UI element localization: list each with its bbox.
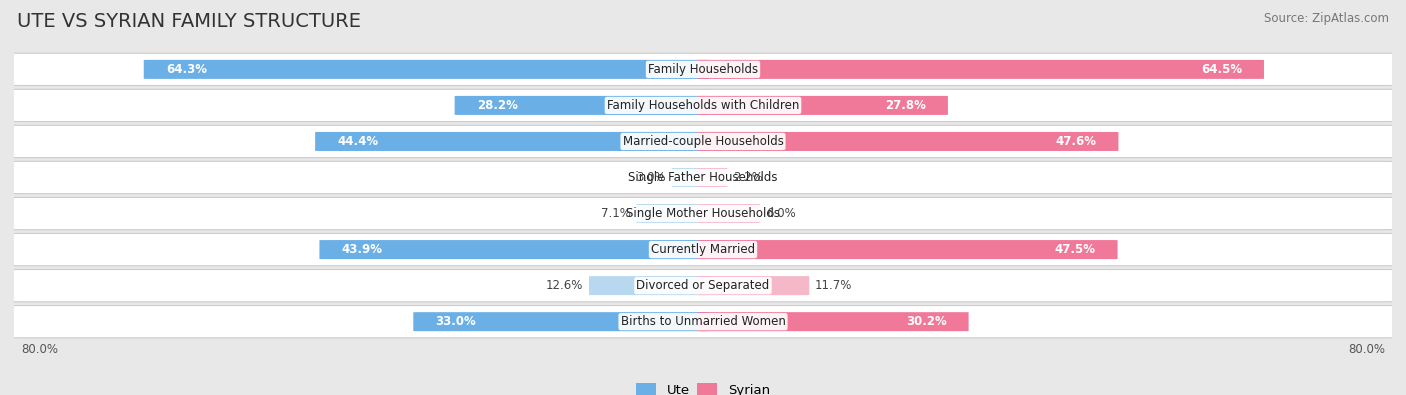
Text: 28.2%: 28.2% [477,99,517,112]
FancyBboxPatch shape [697,312,969,331]
Text: 30.2%: 30.2% [905,315,946,328]
FancyBboxPatch shape [697,240,1118,259]
FancyBboxPatch shape [589,276,709,295]
FancyBboxPatch shape [697,132,1118,151]
FancyBboxPatch shape [697,204,761,223]
FancyBboxPatch shape [319,240,709,259]
Text: 11.7%: 11.7% [815,279,852,292]
Text: 47.5%: 47.5% [1054,243,1095,256]
FancyBboxPatch shape [315,132,709,151]
Text: 64.5%: 64.5% [1201,63,1241,76]
Text: 47.6%: 47.6% [1056,135,1097,148]
Text: 64.3%: 64.3% [166,63,207,76]
Text: Single Father Households: Single Father Households [628,171,778,184]
Text: Family Households: Family Households [648,63,758,76]
FancyBboxPatch shape [637,204,709,223]
Text: Source: ZipAtlas.com: Source: ZipAtlas.com [1264,12,1389,25]
FancyBboxPatch shape [10,89,1396,122]
Text: 80.0%: 80.0% [21,342,58,356]
Text: 33.0%: 33.0% [436,315,477,328]
Text: 6.0%: 6.0% [766,207,796,220]
FancyBboxPatch shape [672,168,709,187]
Text: 12.6%: 12.6% [546,279,583,292]
Text: 3.0%: 3.0% [637,171,666,184]
FancyBboxPatch shape [697,276,810,295]
FancyBboxPatch shape [10,161,1396,194]
Legend: Ute, Syrian: Ute, Syrian [636,383,770,395]
FancyBboxPatch shape [413,312,709,331]
FancyBboxPatch shape [697,96,948,115]
Text: Single Mother Households: Single Mother Households [626,207,780,220]
Text: 43.9%: 43.9% [342,243,382,256]
Text: 80.0%: 80.0% [1348,342,1385,356]
FancyBboxPatch shape [143,60,709,79]
FancyBboxPatch shape [454,96,709,115]
Text: 27.8%: 27.8% [884,99,927,112]
Text: Married-couple Households: Married-couple Households [623,135,783,148]
Text: 2.2%: 2.2% [733,171,763,184]
FancyBboxPatch shape [10,125,1396,158]
FancyBboxPatch shape [697,168,727,187]
Text: Births to Unmarried Women: Births to Unmarried Women [620,315,786,328]
FancyBboxPatch shape [10,53,1396,86]
Text: 7.1%: 7.1% [600,207,631,220]
FancyBboxPatch shape [10,233,1396,266]
FancyBboxPatch shape [10,198,1396,230]
Text: Divorced or Separated: Divorced or Separated [637,279,769,292]
FancyBboxPatch shape [10,269,1396,302]
Text: Family Households with Children: Family Households with Children [607,99,799,112]
Text: UTE VS SYRIAN FAMILY STRUCTURE: UTE VS SYRIAN FAMILY STRUCTURE [17,12,361,31]
Text: Currently Married: Currently Married [651,243,755,256]
FancyBboxPatch shape [10,305,1396,338]
Text: 44.4%: 44.4% [337,135,378,148]
FancyBboxPatch shape [697,60,1264,79]
